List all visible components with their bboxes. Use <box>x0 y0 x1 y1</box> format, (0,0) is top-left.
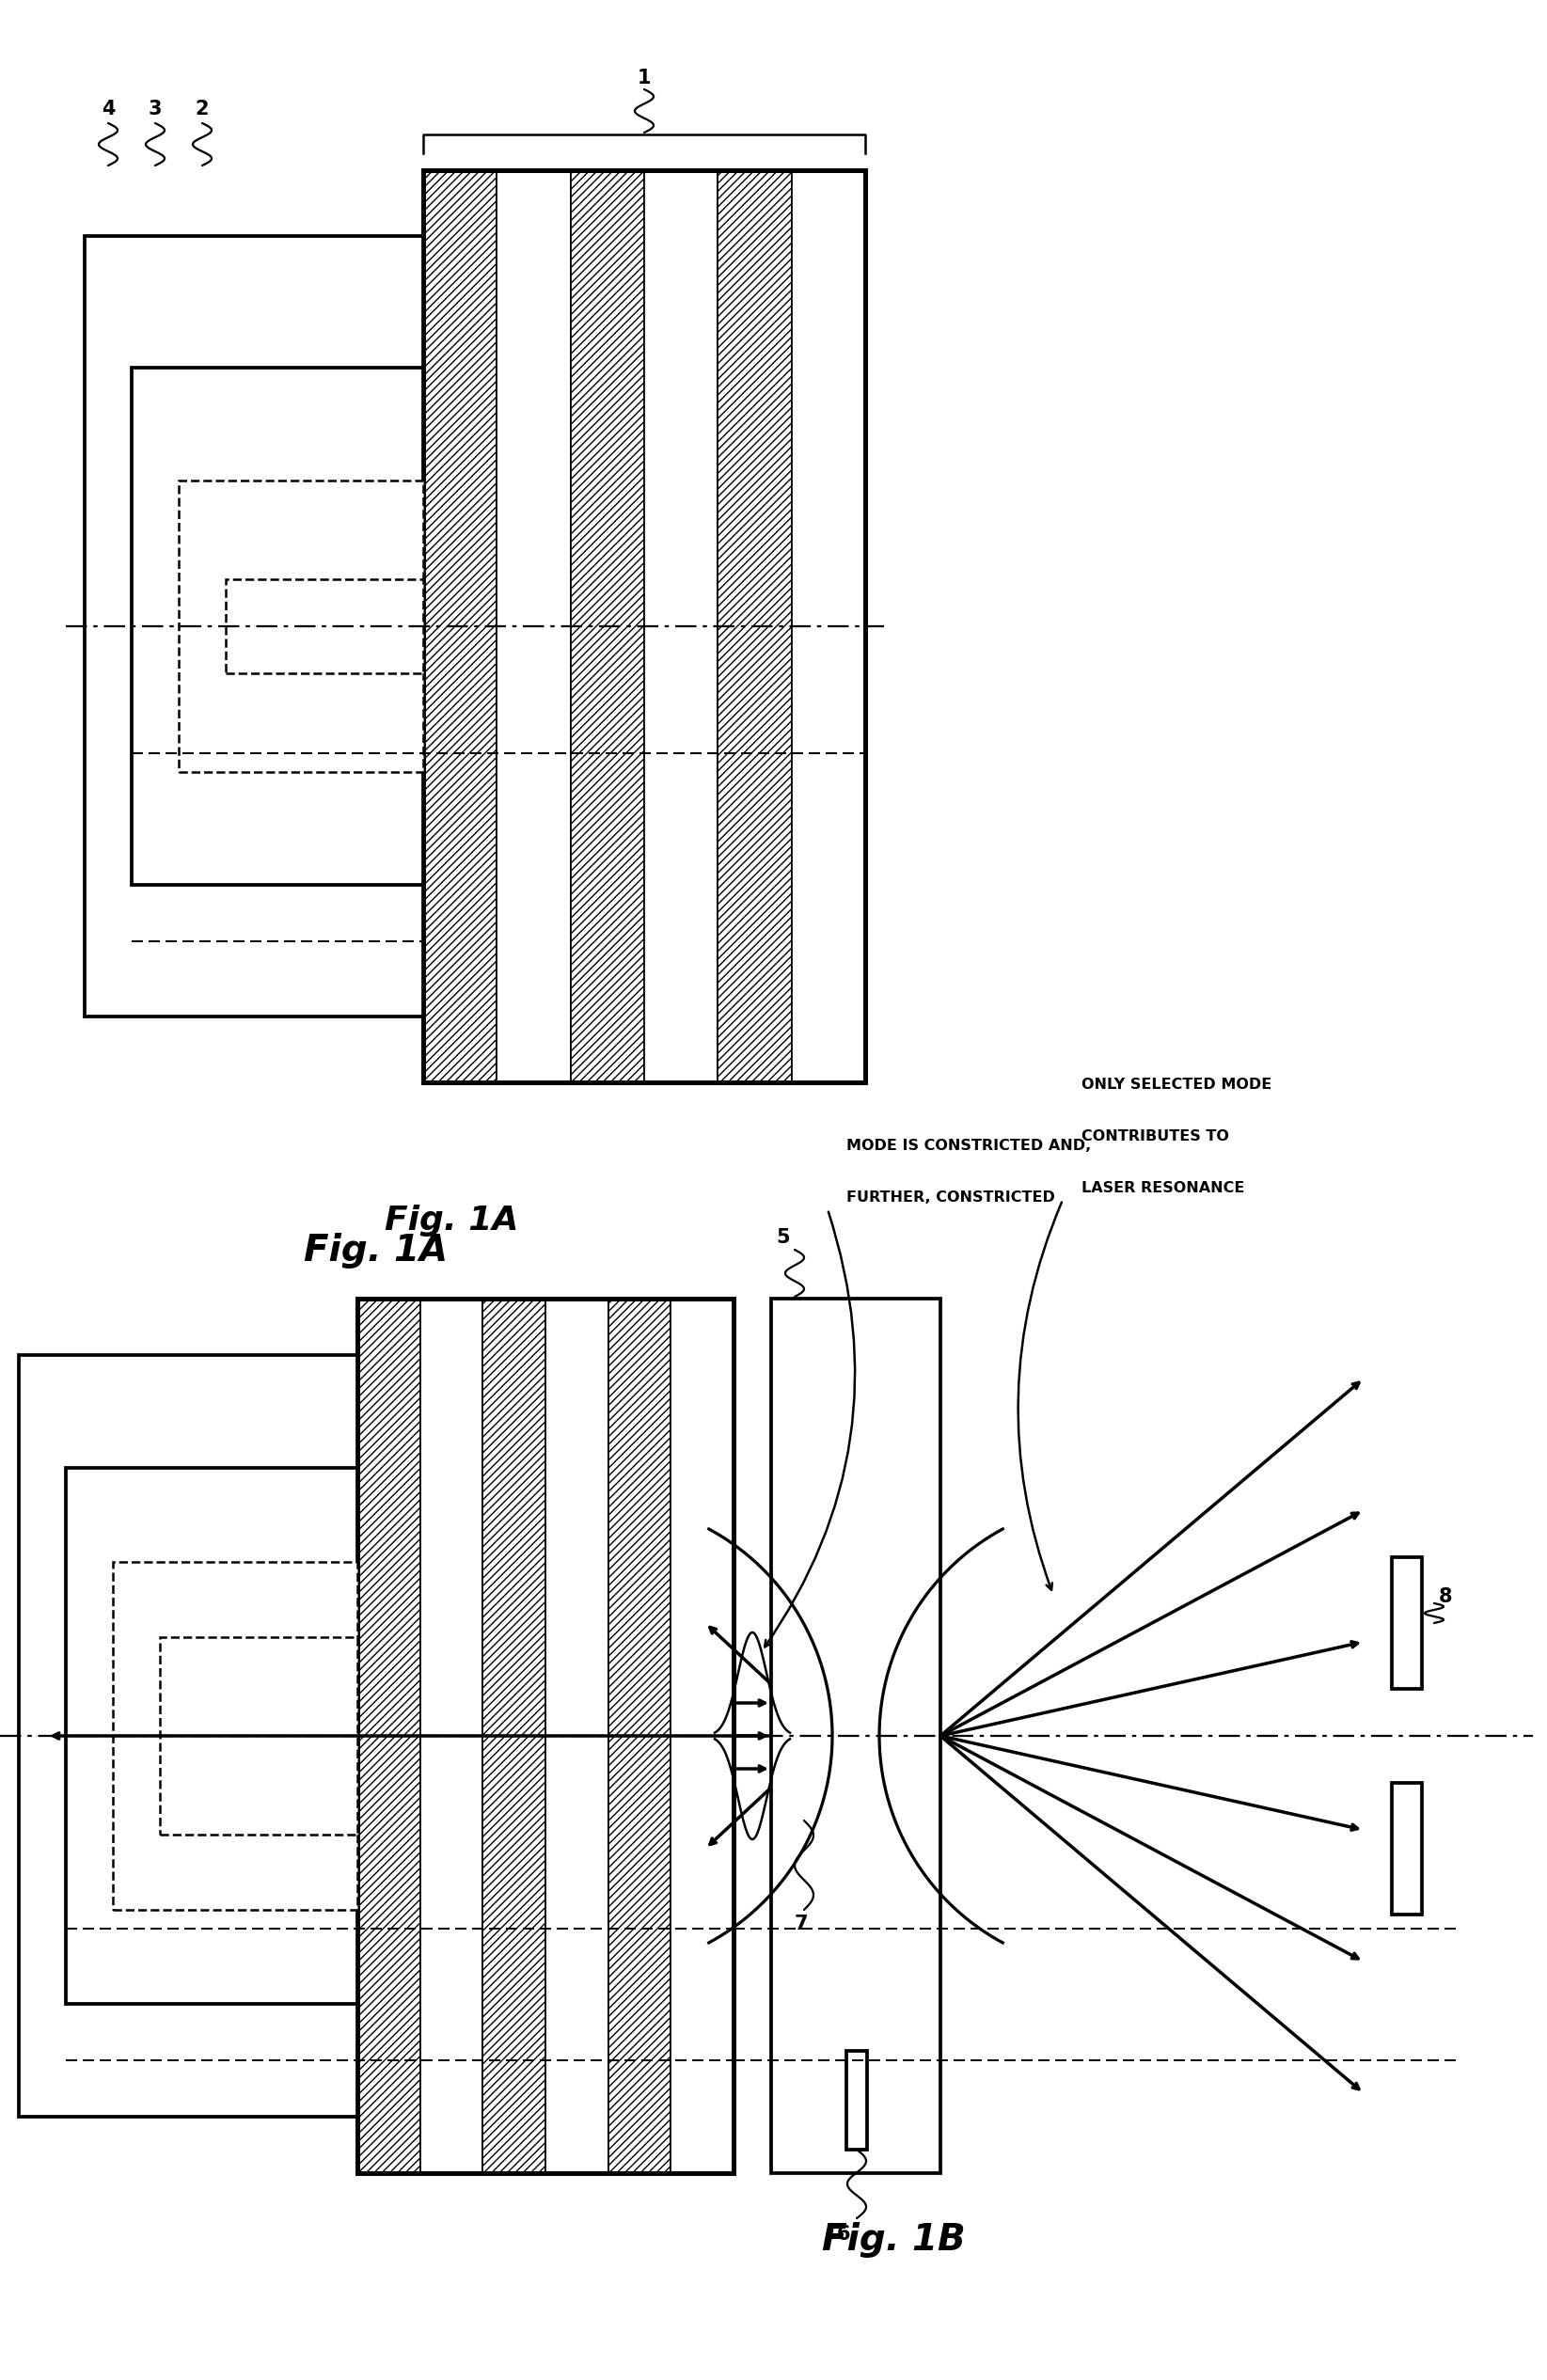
Bar <box>19 1354 357 2116</box>
Bar <box>131 367 424 885</box>
Text: 3: 3 <box>149 100 162 119</box>
Bar <box>357 1299 733 2173</box>
Text: Fig. 1B: Fig. 1B <box>821 2223 965 2259</box>
Bar <box>846 2052 866 2149</box>
Bar <box>113 1561 357 1909</box>
Bar <box>159 1637 357 1835</box>
Text: 1: 1 <box>637 69 651 88</box>
Bar <box>179 481 424 771</box>
Bar <box>226 578 424 674</box>
Text: Fig. 1A: Fig. 1A <box>385 1204 518 1238</box>
Text: Fig. 1A: Fig. 1A <box>305 1233 449 1269</box>
Bar <box>421 1299 483 2173</box>
Bar <box>357 1299 421 2173</box>
Text: FURTHER, CONSTRICTED: FURTHER, CONSTRICTED <box>846 1190 1055 1204</box>
Text: 4: 4 <box>102 100 114 119</box>
Bar <box>85 236 424 1016</box>
Text: MODE IS CONSTRICTED AND,: MODE IS CONSTRICTED AND, <box>846 1138 1091 1152</box>
Bar <box>546 1299 608 2173</box>
Bar <box>424 171 497 1083</box>
Bar <box>571 171 644 1083</box>
Bar <box>424 171 865 1083</box>
Text: 8: 8 <box>1439 1587 1453 1606</box>
Bar <box>1392 1783 1422 1914</box>
Bar <box>792 171 865 1083</box>
Bar <box>483 1299 546 2173</box>
Text: LASER RESONANCE: LASER RESONANCE <box>1081 1180 1244 1195</box>
Text: 2: 2 <box>195 100 209 119</box>
Text: ONLY SELECTED MODE: ONLY SELECTED MODE <box>1081 1078 1272 1092</box>
Bar <box>497 171 571 1083</box>
Text: CONTRIBUTES TO: CONTRIBUTES TO <box>1081 1130 1228 1142</box>
Bar <box>1392 1557 1422 1690</box>
Text: 6: 6 <box>837 2225 851 2244</box>
Text: 7: 7 <box>795 1914 808 1933</box>
Text: 5: 5 <box>777 1228 789 1247</box>
Bar <box>718 171 792 1083</box>
Bar <box>644 171 718 1083</box>
Bar <box>770 1299 941 2173</box>
Bar <box>671 1299 733 2173</box>
Bar <box>67 1468 357 2004</box>
Bar <box>608 1299 671 2173</box>
